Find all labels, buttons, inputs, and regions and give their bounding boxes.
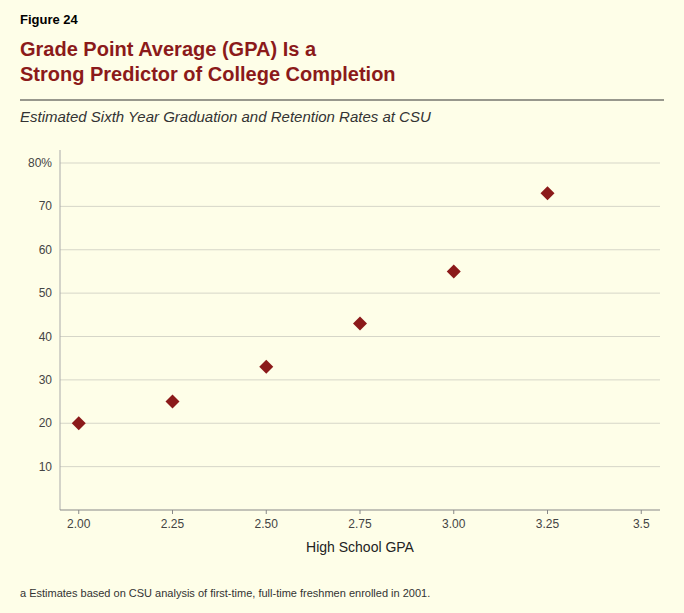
y-tick-label: 10	[39, 460, 53, 474]
grid-line	[60, 466, 660, 467]
point	[259, 360, 273, 374]
y-tick-label: 60	[39, 243, 53, 257]
y-tick-label: 40	[39, 330, 53, 344]
title-rule	[20, 99, 664, 100]
chart: Figure 24 Grade Point Average (GPA) Is aS…	[0, 0, 684, 613]
x-tick-label: 3.5	[633, 517, 650, 531]
y-axis-line	[60, 150, 61, 510]
point	[353, 316, 367, 330]
x-tick	[172, 510, 173, 514]
figure-label: Figure 24	[20, 12, 79, 27]
grid-line	[60, 336, 660, 337]
x-tick	[78, 510, 79, 514]
x-tick-label: 2.00	[67, 517, 91, 531]
grid-line	[60, 206, 660, 207]
x-tick-label: 2.75	[348, 517, 372, 531]
x-tick-label: 2.25	[161, 517, 185, 531]
y-tick-label: 80%	[28, 156, 52, 170]
grid-line	[60, 379, 660, 380]
x-tick	[547, 510, 548, 514]
y-tick-label: 30	[39, 373, 53, 387]
point	[541, 186, 555, 200]
point	[166, 395, 180, 409]
x-tick	[360, 510, 361, 514]
grid-line	[60, 163, 660, 164]
grid-line	[60, 423, 660, 424]
x-tick	[266, 510, 267, 514]
title: Grade Point Average (GPA) Is aStrong Pre…	[20, 38, 396, 85]
y-tick-label: 20	[39, 416, 53, 430]
x-tick-label: 2.50	[255, 517, 279, 531]
x-tick	[453, 510, 454, 514]
grid-line	[60, 293, 660, 294]
x-tick-label: 3.25	[536, 517, 560, 531]
point	[447, 264, 461, 278]
background	[0, 0, 684, 613]
y-tick-label: 50	[39, 286, 53, 300]
subtitle: Estimated Sixth Year Graduation and Rete…	[20, 108, 431, 125]
x-tick-label: 3.00	[442, 517, 466, 531]
y-tick-label: 70	[39, 199, 53, 213]
x-axis-label: High School GPA	[306, 539, 415, 555]
point	[72, 416, 86, 430]
grid-line	[60, 249, 660, 250]
x-tick	[641, 510, 642, 514]
chart-container: Figure 24 Grade Point Average (GPA) Is aS…	[0, 0, 684, 613]
footnote: a Estimates based on CSU analysis of fir…	[20, 587, 430, 599]
points	[72, 186, 555, 430]
grid	[60, 163, 660, 467]
